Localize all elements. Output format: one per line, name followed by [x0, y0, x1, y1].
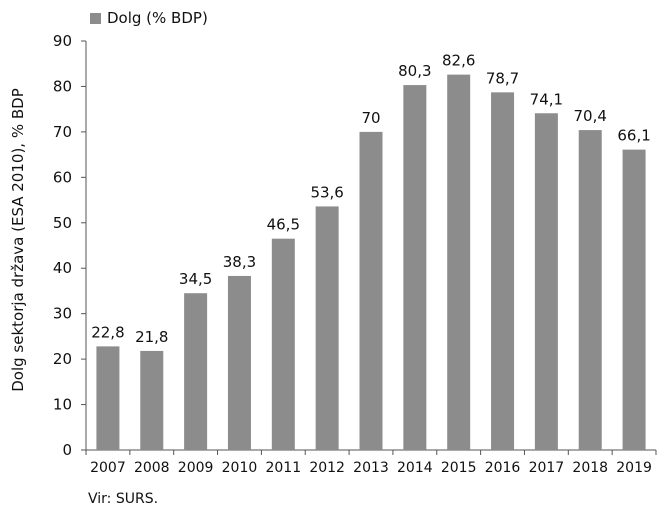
- y-tick-label: 0: [62, 441, 72, 459]
- bars: [96, 74, 646, 451]
- bar-2010: [227, 275, 251, 450]
- y-tick-label: 50: [53, 214, 72, 232]
- x-tick-label: 2008: [134, 460, 170, 476]
- x-tick-label: 2016: [485, 460, 521, 476]
- x-tick-label: 2014: [397, 460, 433, 476]
- data-label: 22,8: [91, 323, 124, 341]
- x-tick-label: 2018: [572, 460, 608, 476]
- y-tick-label: 40: [53, 259, 72, 277]
- y-tick-label: 90: [53, 32, 72, 50]
- x-tick-label: 2011: [265, 460, 301, 476]
- y-tick-label: 30: [53, 305, 72, 323]
- bar-2014: [403, 85, 427, 450]
- source-note: Vir: SURS.: [88, 491, 159, 507]
- legend-label: Dolg (% BDP): [107, 9, 208, 27]
- x-tick-label: 2019: [616, 460, 652, 476]
- data-label: 46,5: [267, 216, 300, 234]
- data-label: 74,1: [530, 90, 563, 108]
- y-tick-label: 20: [53, 350, 72, 368]
- bar-2016: [491, 92, 515, 450]
- y-tick-label: 10: [53, 396, 72, 414]
- legend: Dolg (% BDP): [90, 9, 208, 27]
- x-tick-label: 2009: [178, 460, 214, 476]
- y-tick-label: 60: [53, 168, 72, 186]
- data-label: 53,6: [310, 183, 343, 201]
- bar-2008: [140, 350, 164, 450]
- data-label: 82,6: [442, 52, 475, 70]
- bar-2019: [622, 149, 646, 450]
- data-label: 80,3: [398, 62, 431, 80]
- bar-2007: [96, 346, 120, 450]
- bar-2015: [447, 74, 471, 450]
- legend-swatch: [90, 12, 101, 24]
- bar-2011: [271, 238, 295, 450]
- x-tick-label: 2013: [353, 460, 389, 476]
- bar-2012: [315, 206, 339, 450]
- y-tick-label: 80: [53, 77, 72, 95]
- data-label: 66,1: [617, 127, 650, 145]
- bar-2018: [578, 130, 602, 450]
- data-labels: 22,8 21,8 34,5 38,3 46,5 53,6 70 80,3 82,6 78,7 74…: [91, 52, 651, 346]
- bar-2009: [184, 293, 208, 450]
- x-tick-label: 2017: [529, 460, 565, 476]
- data-label: 34,5: [179, 270, 212, 288]
- bar-2013: [359, 131, 383, 450]
- x-tick-label: 2007: [90, 460, 126, 476]
- y-tick-label: 70: [53, 123, 72, 141]
- data-label: 70,4: [574, 107, 607, 125]
- axes: 0 10 20 30 40 50 60 70 80 90 2007 2008 2009 2010 2011 2…: [53, 32, 657, 476]
- data-label: 70: [361, 109, 380, 127]
- x-tick-label: 2015: [441, 460, 477, 476]
- bar-2017: [534, 113, 558, 451]
- data-label: 78,7: [486, 69, 519, 87]
- data-label: 21,8: [135, 328, 168, 346]
- x-tick-label: 2010: [222, 460, 258, 476]
- data-label: 38,3: [223, 253, 256, 271]
- x-tick-label: 2012: [309, 460, 345, 476]
